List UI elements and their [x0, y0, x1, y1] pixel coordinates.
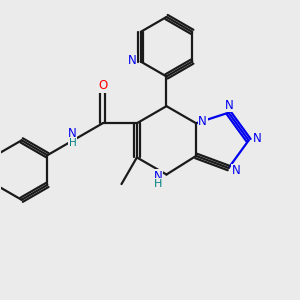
Text: N: N: [225, 99, 233, 112]
Text: N: N: [232, 164, 240, 178]
Text: N: N: [128, 54, 137, 67]
Text: H: H: [69, 138, 76, 148]
Text: N: N: [154, 169, 163, 182]
Text: N: N: [253, 132, 262, 146]
Text: O: O: [98, 80, 107, 92]
Text: N: N: [68, 127, 77, 140]
Text: N: N: [198, 115, 207, 128]
Text: H: H: [154, 179, 162, 189]
